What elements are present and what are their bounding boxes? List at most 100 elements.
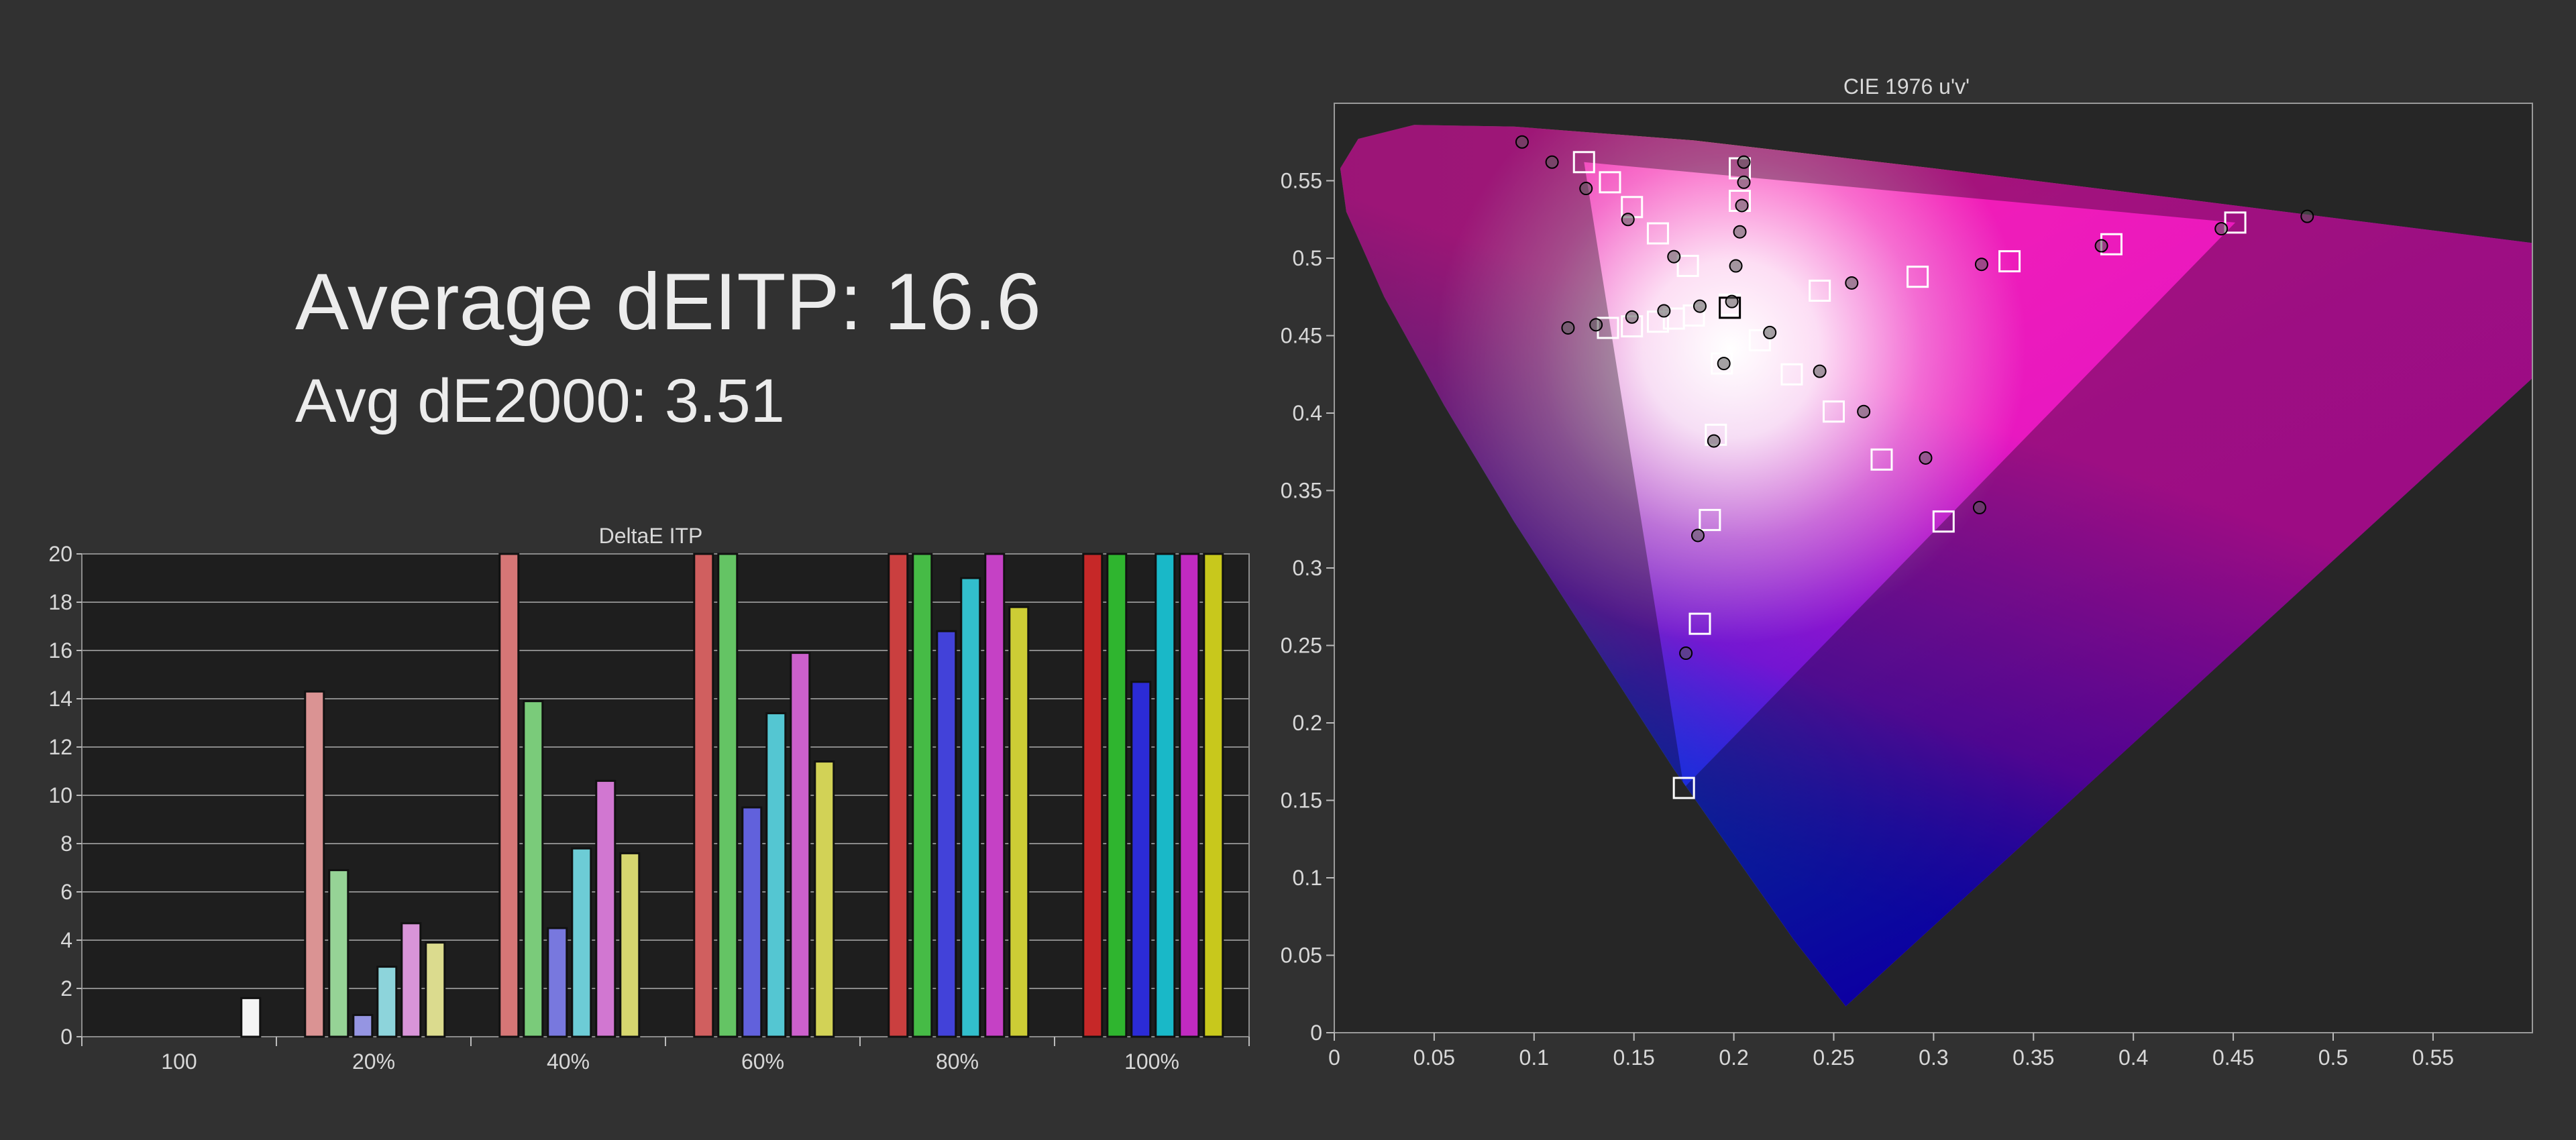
bar-x-tick-label: 80% [936, 1049, 979, 1073]
target-marker [1870, 448, 1893, 471]
measured-point [1579, 182, 1593, 196]
bar-y-tick-label: 0 [60, 1025, 72, 1049]
bar-60pct-magenta [790, 652, 811, 1038]
measured-point [1974, 258, 1988, 272]
measured-point [1857, 404, 1871, 418]
cie-x-tick-label: 0.4 [2118, 1045, 2148, 1070]
stats-panel: Average dEITP: 16.6 Avg dE2000: 3.51 [295, 255, 1041, 441]
measured-point [1657, 304, 1671, 318]
measured-point [1813, 364, 1827, 378]
measured-point [1737, 175, 1751, 189]
cie-chart-title: CIE 1976 u'v' [1843, 74, 1970, 99]
cie-y-tick-label: 0.5 [1293, 246, 1322, 270]
cie-x-tick-label: 0.35 [2012, 1045, 2054, 1070]
bar-y-tick-label: 4 [60, 928, 72, 952]
target-marker [1748, 329, 1771, 351]
bar-x-tick-label: 60% [741, 1049, 784, 1073]
bar-100pct-blue [1130, 681, 1152, 1038]
target-marker [1780, 363, 1803, 386]
bar-chart-title: DeltaE ITP [599, 524, 703, 548]
bar-80pct-blue [936, 630, 957, 1038]
bar-60pct-red [693, 553, 714, 1038]
bar-40pct-blue [547, 927, 568, 1038]
cie-x-tick-label: 0.25 [1813, 1045, 1854, 1070]
measured-point [1845, 276, 1859, 290]
bar-y-tick-label: 12 [48, 735, 72, 759]
bar-100pct-cyan [1155, 553, 1176, 1038]
bar-80pct-red [888, 553, 909, 1038]
measured-point [1763, 325, 1777, 339]
bar-x-tick-labels: 100 20% 40% 60% 80% 100% [161, 1049, 1179, 1073]
bar-80pct-green [912, 553, 933, 1038]
cie-y-tick-label: 0 [1310, 1021, 1322, 1045]
bar-y-tick-label: 16 [48, 638, 72, 663]
measured-point [2300, 209, 2314, 223]
bar-20pct-yellow [425, 942, 446, 1038]
cie-y-tick-label: 0.15 [1281, 789, 1322, 813]
measured-point [1589, 318, 1603, 332]
measured-point [1737, 155, 1751, 169]
measured-point [1693, 299, 1707, 313]
measured-point [1733, 225, 1747, 239]
bar-20pct-magenta [400, 922, 422, 1038]
bar-40pct-magenta [595, 779, 616, 1038]
cie-axes: 0 0.05 0.1 0.15 0.2 0.25 0.3 0.35 0.4 0.45 0.5 0.55… [1281, 169, 2454, 1070]
measured-points [1515, 135, 2314, 661]
bar-x-tick-label: 40% [547, 1049, 590, 1073]
target-marker [1809, 280, 1831, 302]
target-marker [1572, 151, 1595, 174]
bar-60pct-cyan [765, 712, 787, 1038]
cie-y-tick-label: 0.25 [1281, 634, 1322, 658]
cie-y-tick-label: 0.05 [1281, 944, 1322, 968]
cie-x-tick-label: 0.3 [1919, 1045, 1948, 1070]
bar-100pct-green [1106, 553, 1128, 1038]
bar-x-tick-label: 20% [352, 1049, 395, 1073]
target-marker [1711, 352, 1733, 375]
cie-x-tick-label: 0.15 [1613, 1045, 1655, 1070]
bar-y-tick-labels: 0 2 4 6 8 10 12 14 16 18 20 [48, 542, 72, 1049]
cie-y-tick-label: 0.45 [1281, 324, 1322, 348]
target-marker [1932, 510, 1955, 533]
measured-point [1545, 155, 1559, 169]
bar-100pct-magenta [1179, 553, 1200, 1038]
bar-y-tick-label: 6 [60, 880, 72, 904]
bar-60pct-blue [741, 806, 763, 1038]
bar-60pct-green [717, 553, 739, 1038]
measured-point [1707, 434, 1721, 448]
bar-x-tick-label: 100% [1124, 1049, 1179, 1073]
cie-x-tick-label: 0.55 [2412, 1045, 2454, 1070]
bar-y-tick-label: 20 [48, 542, 72, 566]
measured-point [1725, 294, 1739, 308]
bar-80pct-yellow [1008, 606, 1030, 1038]
bar-100pct-red [1082, 553, 1104, 1038]
target-marker [1823, 400, 1845, 423]
measured-point [1679, 646, 1693, 661]
bar-40pct-red [498, 553, 520, 1038]
cie-x-tick-label: 0 [1328, 1045, 1340, 1070]
target-marker [2224, 211, 2247, 234]
bar-20pct-green [328, 869, 350, 1038]
deltae-itp-bar-chart: DeltaE ITP 0 2 4 6 8 10 12 14 16 18 20 100 20% 40% 60… [48, 524, 1250, 1073]
bar-40pct-cyan [571, 847, 592, 1038]
cie-y-tick-label: 0.2 [1293, 711, 1322, 735]
target-marker [1907, 266, 1929, 288]
cie-y-tick-label: 0.1 [1293, 866, 1322, 890]
cie-y-tick-label: 0.35 [1281, 479, 1322, 503]
target-marker [1699, 508, 1721, 531]
measured-point [1717, 357, 1731, 371]
bar-grid [76, 553, 1250, 1046]
measured-point [1625, 310, 1639, 324]
measured-point [1561, 321, 1575, 335]
cie-x-tick-label: 0.1 [1519, 1045, 1549, 1070]
measured-point [1667, 249, 1681, 264]
bar-80pct-magenta [984, 553, 1006, 1038]
bar-100-white [240, 996, 262, 1038]
cie-x-tick-label: 0.2 [1719, 1045, 1748, 1070]
measured-point [1515, 135, 1529, 149]
cie-y-tick-label: 0.55 [1281, 169, 1322, 193]
cie-y-tick-label: 0.4 [1293, 401, 1322, 425]
measured-point [1972, 500, 1986, 514]
bar-100pct-yellow [1203, 553, 1224, 1038]
cie-x-tick-label: 0.05 [1413, 1045, 1455, 1070]
